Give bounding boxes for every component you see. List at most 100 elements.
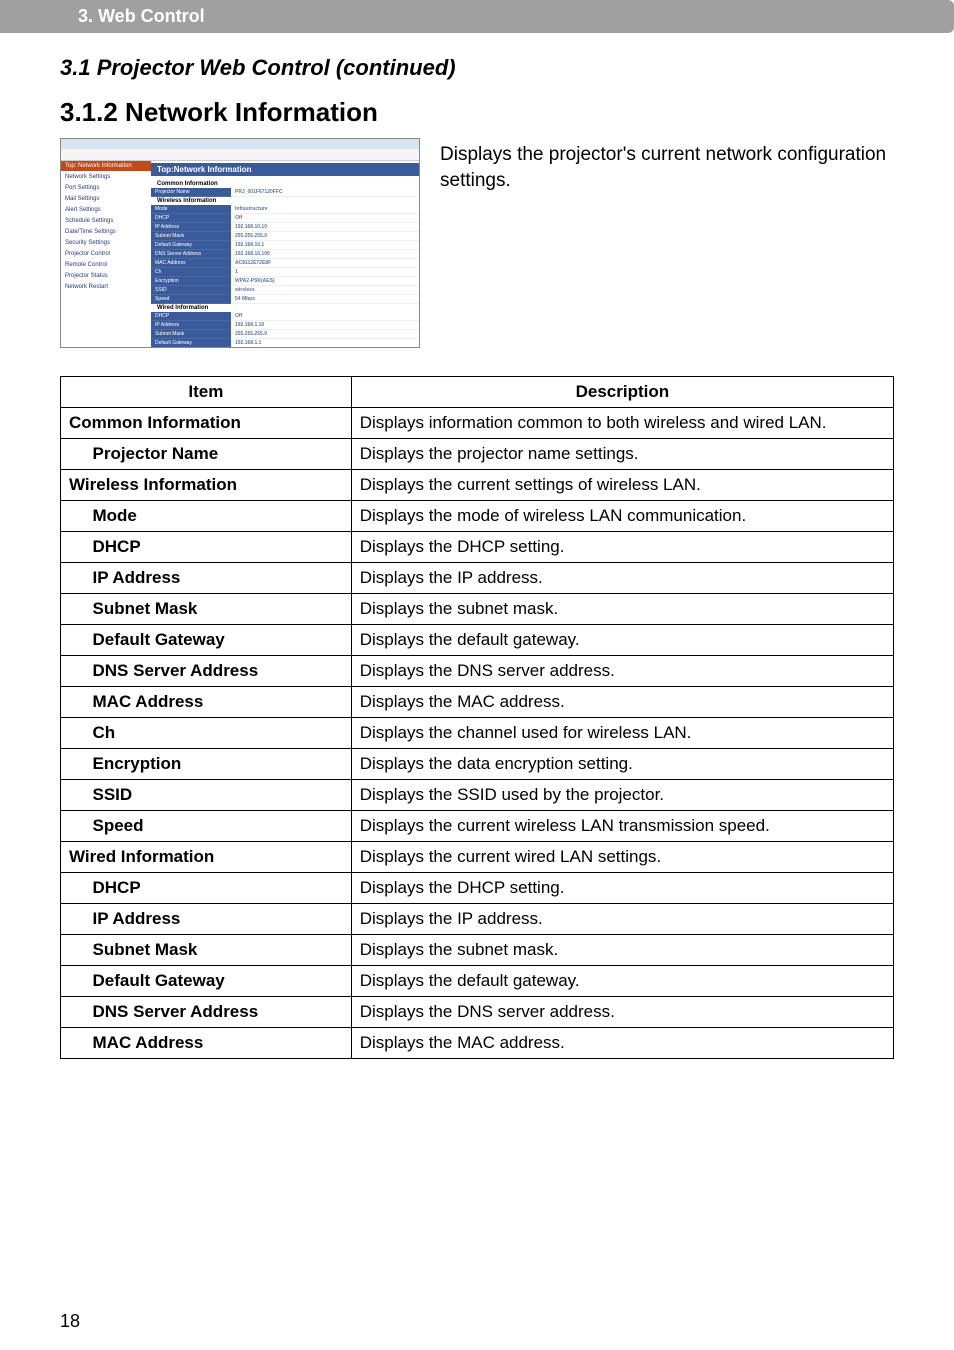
- item-cell: Default Gateway: [85, 625, 352, 656]
- table-row: DNS Server AddressDisplays the DNS serve…: [61, 997, 894, 1028]
- item-cell: Subnet Mask: [85, 594, 352, 625]
- indent-cell: [61, 625, 85, 656]
- indent-cell: [61, 811, 85, 842]
- table-row: Wireless InformationDisplays the current…: [61, 470, 894, 501]
- desc-cell: Displays the subnet mask.: [351, 594, 893, 625]
- ss-row: Subnet Mask255.255.255.0: [151, 330, 419, 339]
- ss-sidebar-item: Port Settings: [61, 183, 151, 194]
- desc-cell: Displays the DNS server address.: [351, 656, 893, 687]
- ss-sidebar-item: Date/Time Settings: [61, 227, 151, 238]
- indent-cell: [61, 904, 85, 935]
- indent-cell: [61, 532, 85, 563]
- table-row: Default GatewayDisplays the default gate…: [61, 966, 894, 997]
- ss-sidebar-item: Network Settings: [61, 172, 151, 183]
- section-bar: 3. Web Control: [0, 0, 954, 33]
- table-row: Subnet MaskDisplays the subnet mask.: [61, 935, 894, 966]
- item-cell: Wireless Information: [61, 470, 352, 501]
- ss-common-label: Common Information: [151, 180, 419, 188]
- item-cell: IP Address: [85, 904, 352, 935]
- ss-row: Projector NamePRJ_001F67120FFC: [151, 188, 419, 197]
- ss-row: MAC AddressAC8112E72E8F: [151, 259, 419, 268]
- table-row: DNS Server AddressDisplays the DNS serve…: [61, 656, 894, 687]
- ss-sidebar-item: Projector Status: [61, 271, 151, 282]
- table-row: Common InformationDisplays information c…: [61, 408, 894, 439]
- ss-row: ModeInfrastructure: [151, 205, 419, 214]
- intro-text: Displays the projector's current network…: [440, 138, 894, 193]
- indent-cell: [61, 966, 85, 997]
- item-cell: Mode: [85, 501, 352, 532]
- item-cell: Subnet Mask: [85, 935, 352, 966]
- heading-3-1: 3.1 Projector Web Control (continued): [60, 55, 894, 81]
- ss-sidebar-item: Schedule Settings: [61, 216, 151, 227]
- ss-row: SSIDwireless: [151, 286, 419, 295]
- desc-cell: Displays the subnet mask.: [351, 935, 893, 966]
- item-cell: Projector Name: [85, 439, 352, 470]
- item-cell: Speed: [85, 811, 352, 842]
- page-number: 18: [60, 1311, 80, 1332]
- info-table: Item Description Common InformationDispl…: [60, 376, 894, 1059]
- indent-cell: [61, 594, 85, 625]
- ss-sidebar-item: Network Restart: [61, 282, 151, 293]
- ss-row: Speed54 Mbps: [151, 295, 419, 304]
- table-row: ChDisplays the channel used for wireless…: [61, 718, 894, 749]
- item-cell: MAC Address: [85, 1028, 352, 1059]
- item-cell: IP Address: [85, 563, 352, 594]
- indent-cell: [61, 656, 85, 687]
- ss-sidebar-item: Mail Settings: [61, 194, 151, 205]
- desc-cell: Displays the mode of wireless LAN commun…: [351, 501, 893, 532]
- th-item: Item: [61, 377, 352, 408]
- ss-row: DHCPOff: [151, 312, 419, 321]
- table-row: Subnet MaskDisplays the subnet mask.: [61, 594, 894, 625]
- indent-cell: [61, 873, 85, 904]
- item-cell: MAC Address: [85, 687, 352, 718]
- table-row: Wired InformationDisplays the current wi…: [61, 842, 894, 873]
- item-cell: DHCP: [85, 873, 352, 904]
- ss-row: DNS Server Address192.168.10.100: [151, 250, 419, 259]
- desc-cell: Displays the SSID used by the projector.: [351, 780, 893, 811]
- heading-3-1-2: 3.1.2 Network Information: [60, 97, 894, 128]
- th-desc: Description: [351, 377, 893, 408]
- desc-cell: Displays the IP address.: [351, 563, 893, 594]
- desc-cell: Displays the IP address.: [351, 904, 893, 935]
- table-row: SpeedDisplays the current wireless LAN t…: [61, 811, 894, 842]
- ss-row: Ch1: [151, 268, 419, 277]
- item-cell: Encryption: [85, 749, 352, 780]
- table-row: MAC AddressDisplays the MAC address.: [61, 1028, 894, 1059]
- ss-row: Default Gateway192.168.1.1: [151, 339, 419, 348]
- desc-cell: Displays the MAC address.: [351, 687, 893, 718]
- table-row: IP AddressDisplays the IP address.: [61, 563, 894, 594]
- ss-heading: Top:Network Information: [151, 163, 419, 176]
- ss-row: IP Address192.168.1.10: [151, 321, 419, 330]
- ss-sidebar-item: Security Settings: [61, 238, 151, 249]
- desc-cell: Displays the current wired LAN settings.: [351, 842, 893, 873]
- table-row: SSIDDisplays the SSID used by the projec…: [61, 780, 894, 811]
- network-info-screenshot: Top: Network InformationNetwork Settings…: [60, 138, 420, 348]
- indent-cell: [61, 718, 85, 749]
- ss-wired-label: Wired Information: [151, 304, 419, 312]
- indent-cell: [61, 687, 85, 718]
- desc-cell: Displays the data encryption setting.: [351, 749, 893, 780]
- table-row: DHCPDisplays the DHCP setting.: [61, 873, 894, 904]
- item-cell: Ch: [85, 718, 352, 749]
- item-cell: Default Gateway: [85, 966, 352, 997]
- desc-cell: Displays the DHCP setting.: [351, 532, 893, 563]
- indent-cell: [61, 1028, 85, 1059]
- item-cell: DNS Server Address: [85, 997, 352, 1028]
- item-cell: SSID: [85, 780, 352, 811]
- desc-cell: Displays the MAC address.: [351, 1028, 893, 1059]
- ss-row: Default Gateway192.168.10.1: [151, 241, 419, 250]
- indent-cell: [61, 439, 85, 470]
- table-row: Default GatewayDisplays the default gate…: [61, 625, 894, 656]
- indent-cell: [61, 563, 85, 594]
- ss-wireless-label: Wireless Information: [151, 197, 419, 205]
- desc-cell: Displays the default gateway.: [351, 625, 893, 656]
- item-cell: DNS Server Address: [85, 656, 352, 687]
- ss-sidebar-item: Top: Network Information: [61, 161, 151, 172]
- ss-sidebar-item: Projector Control: [61, 249, 151, 260]
- indent-cell: [61, 935, 85, 966]
- ss-sidebar-item: Remote Control: [61, 260, 151, 271]
- desc-cell: Displays information common to both wire…: [351, 408, 893, 439]
- ss-row: DHCPOff: [151, 214, 419, 223]
- table-row: ModeDisplays the mode of wireless LAN co…: [61, 501, 894, 532]
- item-cell: Wired Information: [61, 842, 352, 873]
